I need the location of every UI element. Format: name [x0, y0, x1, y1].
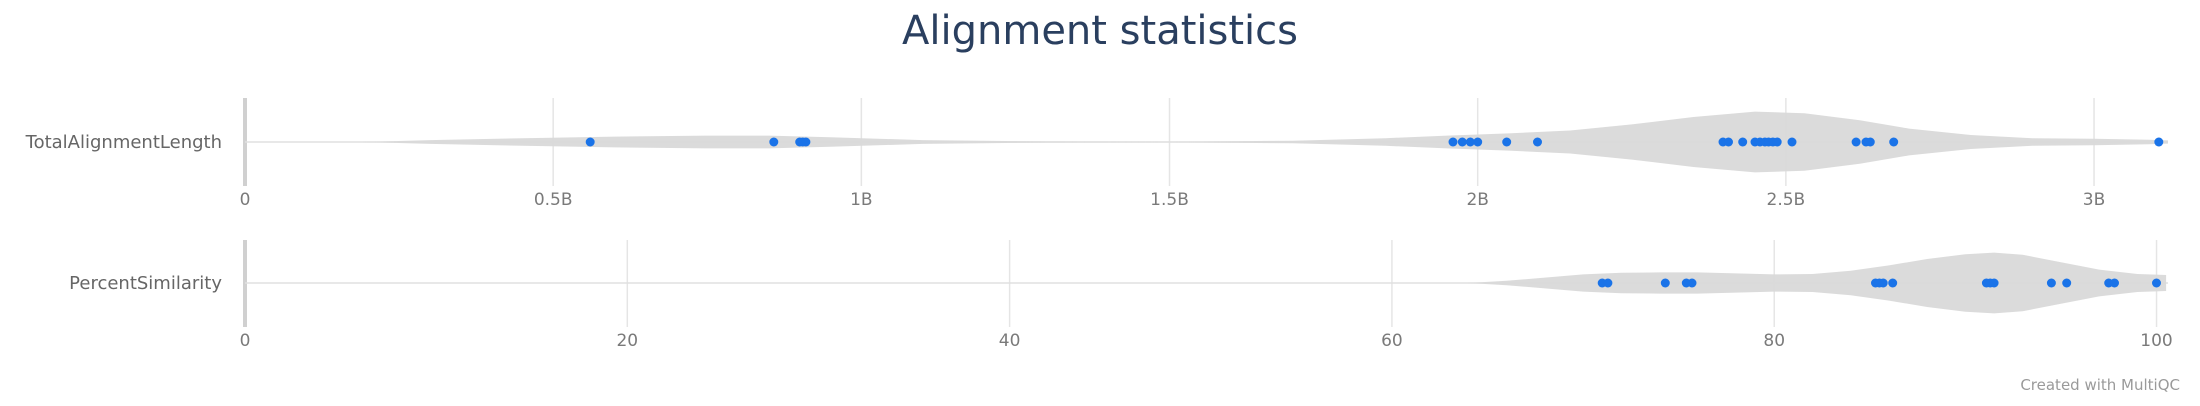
data-point [769, 137, 779, 147]
violin-shape [362, 111, 2169, 173]
data-point [1533, 137, 1542, 147]
data-point [1687, 278, 1697, 288]
data-point [1738, 137, 1748, 147]
data-point [2062, 278, 2072, 288]
data-point [1787, 137, 1797, 147]
x-tick-label: 3B [2083, 190, 2105, 210]
credit-text: Created with MultiQC [2020, 376, 2180, 394]
data-point [1878, 278, 1888, 288]
x-tick-label: 1B [850, 190, 872, 210]
x-tick-label: 0 [240, 190, 251, 210]
violin-panel-1: TotalAlignmentLength 0 0.5B 1B 1.5B 2B 2.5B 3B [25, 98, 2169, 210]
x-tick-label: 2B [1466, 190, 1488, 210]
data-point [1448, 137, 1458, 147]
data-point [1724, 137, 1733, 147]
x-tick-label: 0 [240, 331, 251, 351]
x-tick-label: 2.5B [1767, 190, 1806, 210]
x-tick-label: 100 [2140, 331, 2172, 351]
data-point [1865, 137, 1875, 147]
data-point [2152, 278, 2161, 288]
data-point [1889, 137, 1899, 147]
category-label: TotalAlignmentLength [25, 132, 222, 153]
category-label: PercentSimilarity [69, 273, 222, 294]
x-tick-label: 60 [1381, 331, 1403, 351]
data-point [801, 137, 811, 147]
data-point [1465, 137, 1475, 147]
data-point [2046, 278, 2056, 288]
x-tick-label: 40 [999, 331, 1021, 351]
data-point [585, 137, 595, 147]
data-point [1772, 137, 1782, 147]
violin-shape [1468, 252, 2167, 314]
chart-title: Alignment statistics [902, 8, 1298, 54]
data-point [1457, 137, 1467, 147]
x-tick-label: 20 [616, 331, 638, 351]
data-point [1603, 278, 1613, 288]
data-point [1888, 278, 1898, 288]
data-point [1989, 278, 1999, 288]
data-point [2154, 137, 2164, 147]
x-tick-label: 1.5B [1150, 190, 1189, 210]
x-tick-label: 0.5B [534, 190, 573, 210]
data-point [1502, 137, 1512, 147]
data-point [2110, 278, 2119, 288]
data-point [1851, 137, 1861, 147]
violin-panel-2: PercentSimilarity 0 20 40 60 80 100 [69, 240, 2173, 351]
data-point [1473, 137, 1483, 147]
x-tick-label: 80 [1763, 331, 1785, 351]
data-point [1660, 278, 1670, 288]
